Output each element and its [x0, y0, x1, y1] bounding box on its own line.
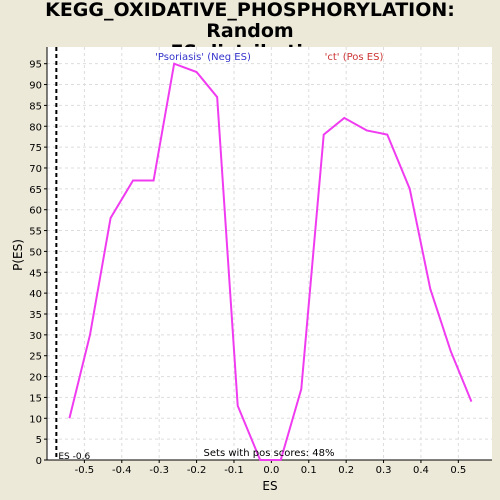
chart-title-line-1: KEGG_OXIDATIVE_PHOSPHORYLATION: Random	[45, 0, 455, 42]
y-tick-label: 80	[29, 122, 42, 133]
distribution-line	[68, 62, 473, 461]
y-tick-label: 50	[29, 247, 42, 258]
x-tick-label: 0.1	[301, 465, 317, 476]
y-tick-label: 95	[29, 60, 42, 71]
y-tick-label: 60	[29, 206, 42, 217]
x-tick-label: -0.1	[224, 465, 244, 476]
y-axis-label: P(ES)	[11, 239, 25, 271]
x-tick-label: 0.2	[338, 465, 354, 476]
x-tick-label: 0.3	[376, 465, 392, 476]
x-tick-label: 0.4	[413, 465, 429, 476]
x-tick-label: -0.3	[149, 465, 169, 476]
x-tick-label: 0.5	[450, 465, 466, 476]
y-tick-label: 30	[29, 331, 42, 342]
x-tick-label: -0.2	[187, 465, 207, 476]
es-marker: ES -0.6	[55, 47, 90, 462]
y-tick-label: 25	[29, 352, 42, 363]
y-tick-label: 70	[29, 164, 42, 175]
x-axis-label: ES	[262, 479, 277, 493]
x-tick-label: -0.4	[112, 465, 132, 476]
y-tick-label: 10	[29, 414, 42, 425]
y-tick-label: 40	[29, 289, 42, 300]
y-tick-label: 90	[29, 81, 42, 92]
y-tick-label: 85	[29, 101, 42, 112]
x-tick-label: -0.5	[75, 465, 95, 476]
y-tick-label: 45	[29, 268, 42, 279]
neg-es-label: 'Psoriasis' (Neg ES)	[155, 52, 251, 63]
es-marker-label: ES -0.6	[58, 452, 90, 462]
x-tick-label: 0.0	[263, 465, 279, 476]
y-tick-label: 55	[29, 227, 42, 238]
y-tick-label: 0	[36, 456, 42, 467]
y-tick-label: 75	[29, 143, 42, 154]
pos-scores-label: Sets with pos scores: 48%	[204, 448, 335, 459]
y-tick-label: 15	[29, 393, 42, 404]
series-group	[68, 62, 473, 461]
y-tick-label: 65	[29, 185, 42, 196]
y-tick-label: 5	[36, 435, 42, 446]
y-tick-label: 20	[29, 373, 42, 384]
plot-area	[47, 47, 492, 460]
y-tick-label: 35	[29, 310, 42, 321]
ticks: -0.5 -0.4 -0.3 -0.2 -0.1 0.0 0.1 0.2 0.3 0.4 0.5 0 5…	[29, 60, 466, 476]
pos-es-label: 'ct' (Pos ES)	[325, 52, 384, 63]
